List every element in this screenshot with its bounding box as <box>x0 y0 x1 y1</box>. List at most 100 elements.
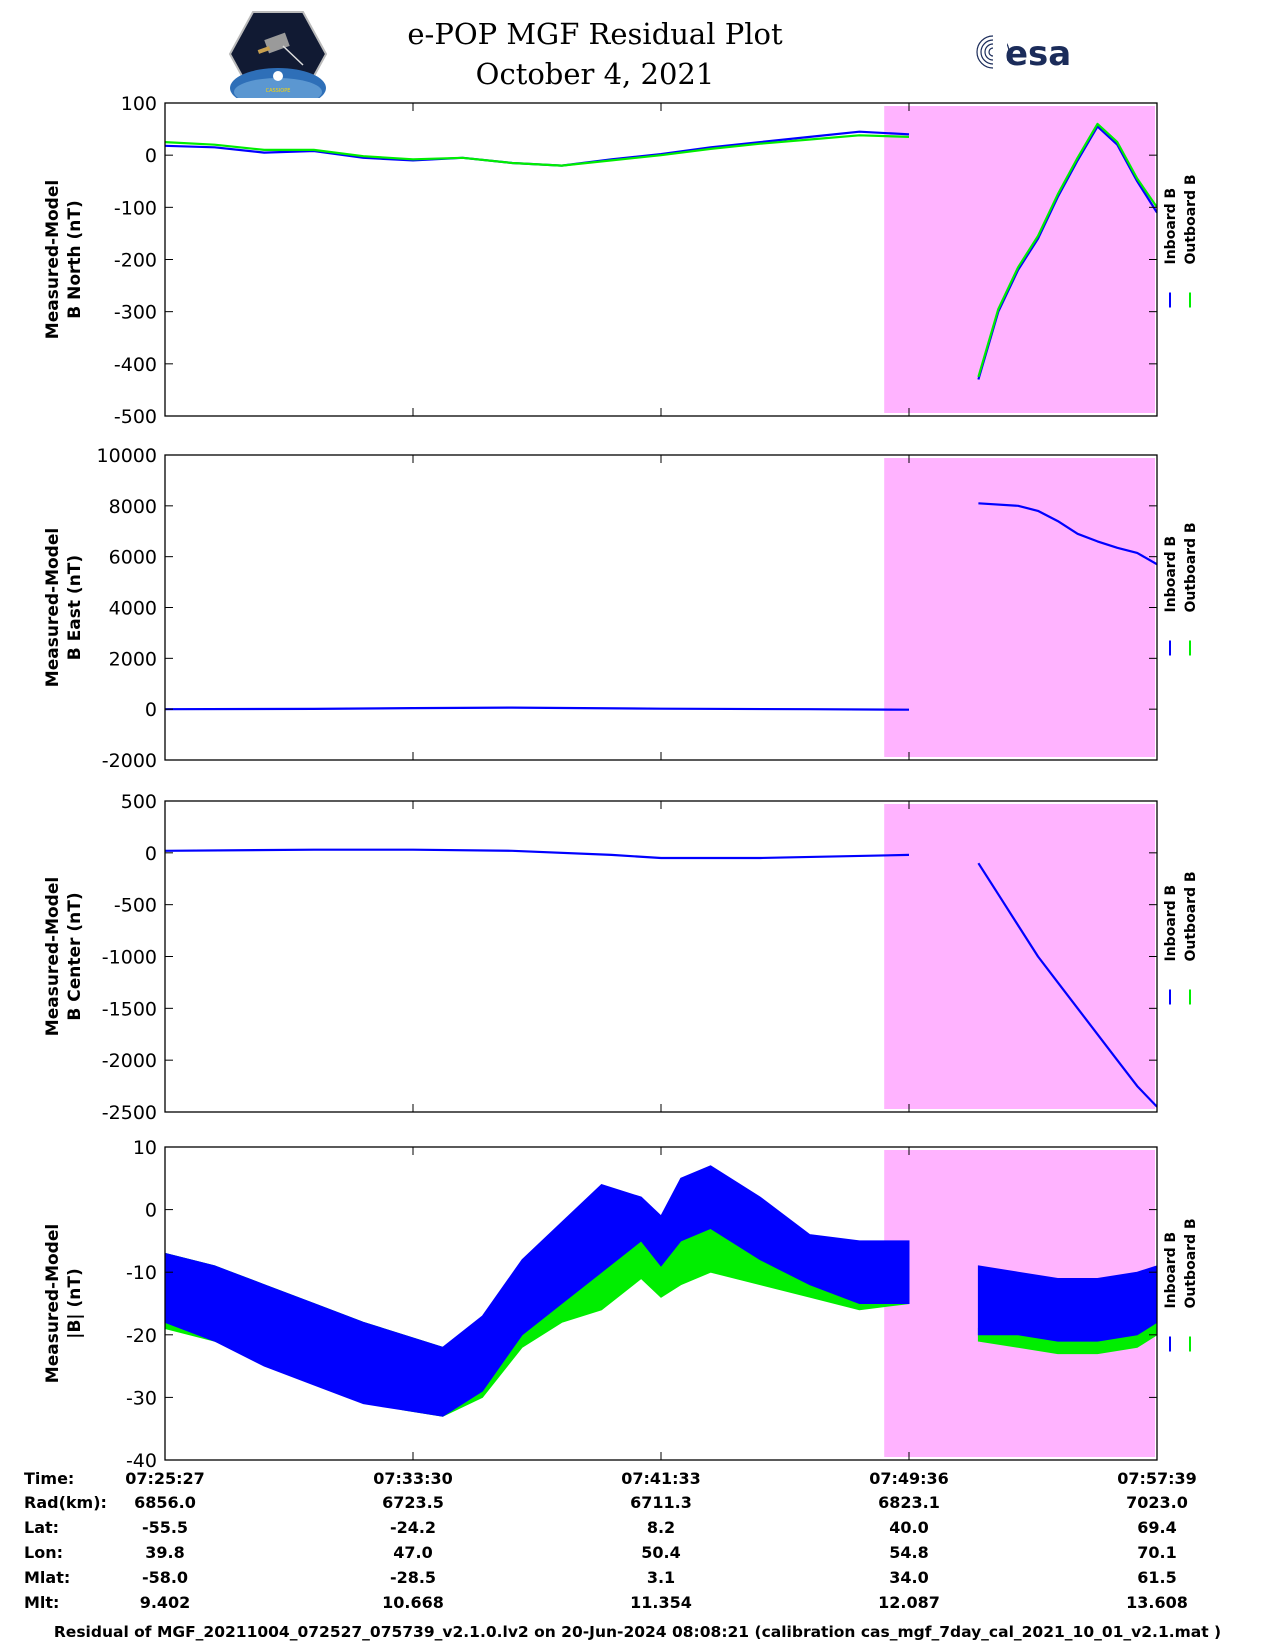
y-tick-label: 2000 <box>109 648 157 670</box>
legend-entry-outboard: Outboard B <box>1183 871 1199 961</box>
cassiope-logo-icon: CASSIOPE <box>228 11 328 98</box>
legend: Inboard B Outboard B <box>1163 871 1199 1005</box>
stat-value: 9.402 <box>140 1593 191 1612</box>
y-axis-label-line-2: B Center (nT) <box>65 892 85 1020</box>
esa-logo-icon: esa <box>976 34 1071 74</box>
series-line-1 <box>165 130 910 167</box>
title-line-2: October 4, 2021 <box>475 57 715 91</box>
stat-row-label: Rad(km): <box>24 1493 107 1512</box>
series-group <box>165 122 1157 380</box>
y-tick-label: 100 <box>121 93 157 115</box>
series-line-4 <box>977 122 1157 378</box>
y-axis-label: Measured-Model |B| (nT) <box>43 1224 85 1383</box>
legend-entry-inboard: Inboard B <box>1163 1232 1179 1309</box>
y-tick-label: -2500 <box>102 1102 157 1124</box>
series-line-1 <box>165 706 910 711</box>
y-tick-label: -400 <box>114 354 157 376</box>
legend: Inboard B Outboard B <box>1163 174 1199 308</box>
svg-text:CASSIOPE: CASSIOPE <box>266 88 291 94</box>
footer-caption: Residual of MGF_20211004_072527_075739_v… <box>53 1623 1222 1641</box>
stat-value: -55.5 <box>142 1518 188 1537</box>
y-tick-label: 4000 <box>109 598 157 620</box>
stat-value: 07:49:36 <box>869 1469 949 1488</box>
legend-entry-inboard: Inboard B <box>1163 536 1179 613</box>
legend-entry-outboard: Outboard B <box>1183 522 1199 612</box>
stat-value: 6823.1 <box>878 1493 940 1512</box>
shaded-region <box>884 804 1155 1109</box>
stat-value: 40.0 <box>889 1518 928 1537</box>
y-axis-label-line-1: Measured-Model <box>43 877 63 1036</box>
stat-value: 61.5 <box>1137 1568 1176 1587</box>
y-tick-label: -40 <box>126 1450 157 1472</box>
stat-value: 34.0 <box>889 1568 928 1587</box>
stat-value: 12.087 <box>878 1593 940 1612</box>
y-tick-label: -200 <box>114 250 157 272</box>
stat-value: 07:25:27 <box>125 1469 205 1488</box>
series-line-3 <box>977 125 1157 380</box>
title-line-1: e-POP MGF Residual Plot <box>407 17 783 51</box>
y-axis-label-line-1: Measured-Model <box>43 180 63 339</box>
y-tick-label: -2000 <box>102 750 157 772</box>
legend-entry-inboard: Inboard B <box>1163 188 1179 265</box>
y-tick-label: 500 <box>121 791 157 813</box>
stat-value: 6723.5 <box>382 1493 444 1512</box>
stat-value: -24.2 <box>390 1518 436 1537</box>
series-line-2 <box>978 502 1157 566</box>
legend-entry-inboard: Inboard B <box>1163 885 1179 962</box>
stat-value: 10.668 <box>382 1593 444 1612</box>
plot-panel-2: 10000 8000 6000 4000 2000 0 -2000 Measured-Mode… <box>43 445 1199 772</box>
plot-panel-1: 100 0 -100 -200 -300 -400 -500 Measured-Model B … <box>43 93 1199 428</box>
svg-text:esa: esa <box>1005 34 1071 74</box>
stat-value: 70.1 <box>1137 1543 1176 1562</box>
y-tick-label: 10000 <box>97 445 157 467</box>
y-tick-label: -300 <box>114 302 157 324</box>
y-tick-label: -1500 <box>102 998 157 1020</box>
stat-value: 11.354 <box>630 1593 692 1612</box>
series-group <box>165 848 1157 1108</box>
y-axis-label: Measured-Model B East (nT) <box>43 528 85 687</box>
legend: Inboard B Outboard B <box>1163 1218 1199 1352</box>
stat-value: 7023.0 <box>1126 1493 1188 1512</box>
stat-value: 50.4 <box>641 1543 680 1562</box>
series-band-4 <box>977 1265 1157 1342</box>
series-line-2 <box>165 134 910 167</box>
y-tick-label: -10 <box>126 1262 157 1284</box>
y-tick-label: -20 <box>126 1325 157 1347</box>
stat-value: 39.8 <box>145 1543 184 1562</box>
stat-row-label: Time: <box>24 1469 74 1488</box>
y-axis-label-line-2: B North (nT) <box>65 200 85 319</box>
y-axis-label: Measured-Model B North (nT) <box>43 180 85 339</box>
y-tick-label: -30 <box>126 1387 157 1409</box>
stat-row-label: Lat: <box>24 1518 59 1537</box>
stat-value: 6711.3 <box>630 1493 692 1512</box>
series-line-2 <box>977 862 1157 1108</box>
y-tick-label: 10 <box>133 1137 157 1159</box>
stat-value: -28.5 <box>390 1568 436 1587</box>
y-tick-label: 6000 <box>109 547 157 569</box>
y-axis-label-line-2: B East (nT) <box>65 555 85 660</box>
y-tick-label: -500 <box>114 895 157 917</box>
y-tick-label: -500 <box>114 406 157 428</box>
stat-value: 3.1 <box>647 1568 675 1587</box>
stat-value: 07:41:33 <box>621 1469 701 1488</box>
legend: Inboard B Outboard B <box>1163 522 1199 656</box>
y-tick-label: 0 <box>145 1200 157 1222</box>
y-tick-label: 0 <box>145 843 157 865</box>
plot-panel-3: 500 0 -500 -1000 -1500 -2000 -2500 Measured-Mod… <box>43 791 1199 1124</box>
shaded-region <box>884 458 1155 757</box>
y-axis-label-line-2: |B| (nT) <box>65 1268 85 1339</box>
chart-title: e-POP MGF Residual Plot October 4, 2021 <box>380 14 810 94</box>
stat-value: 69.4 <box>1137 1518 1176 1537</box>
series-band-2 <box>165 1165 910 1417</box>
stat-row-label: Lon: <box>24 1543 63 1562</box>
stat-row-label: Mlat: <box>24 1568 70 1587</box>
stat-row-label: Mlt: <box>24 1593 59 1612</box>
y-tick-label: 8000 <box>109 496 157 518</box>
y-tick-label: -100 <box>114 197 157 219</box>
stat-value: 07:57:39 <box>1117 1469 1197 1488</box>
legend-entry-outboard: Outboard B <box>1183 174 1199 264</box>
stat-value: 6856.0 <box>134 1493 196 1512</box>
y-tick-label: 0 <box>145 699 157 721</box>
series-group <box>165 1165 1157 1417</box>
